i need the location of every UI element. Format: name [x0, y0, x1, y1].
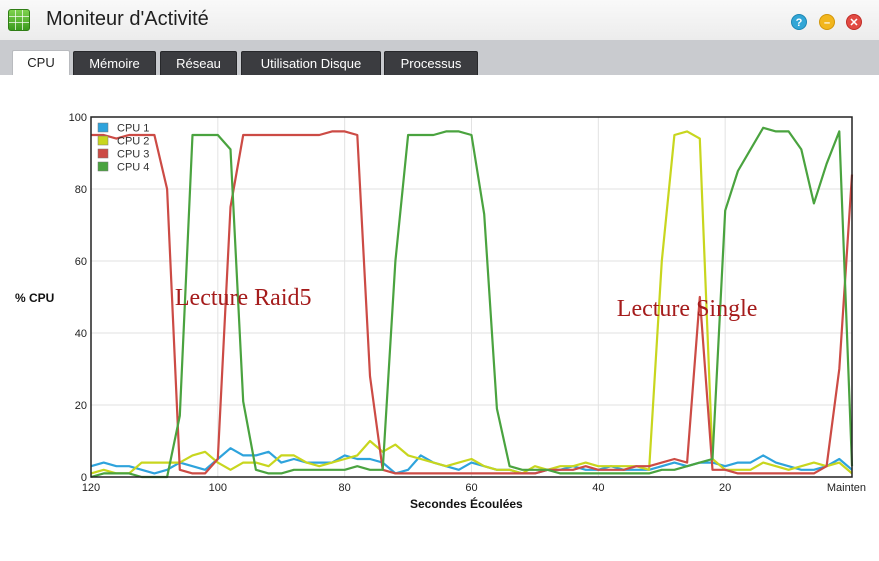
tab-cpu[interactable]: CPU: [12, 50, 70, 75]
legend-swatch-cpu-1: [97, 122, 109, 133]
legend-swatch-cpu-2: [97, 135, 109, 146]
y-tick-label: 60: [75, 256, 87, 268]
chart-annotation-1: Lecture Raid5: [175, 285, 312, 311]
tab-network[interactable]: Réseau: [160, 51, 237, 75]
x-axis-label: Secondes Écoulées: [410, 497, 523, 511]
x-tick-label: 20: [719, 482, 731, 494]
tab-disk-usage[interactable]: Utilisation Disque: [241, 51, 381, 75]
title-bar: Moniteur d'Activité ? – ✕: [0, 0, 879, 40]
legend-label-cpu-2: CPU 2: [117, 136, 149, 148]
x-tick-label: 40: [592, 482, 604, 494]
tab-memory[interactable]: Mémoire: [73, 51, 156, 75]
legend-swatch-cpu-3: [97, 148, 109, 159]
legend-label-cpu-3: CPU 3: [117, 149, 149, 161]
y-axis-label: % CPU: [15, 291, 55, 305]
y-tick-label: 0: [81, 472, 87, 484]
plot-frame: [90, 116, 853, 478]
close-button[interactable]: ✕: [846, 14, 862, 30]
legend-swatch-cpu-4: [97, 161, 109, 172]
y-tick-label: 40: [75, 328, 87, 340]
chart-annotation-2: Lecture Single: [617, 296, 758, 322]
help-button[interactable]: ?: [791, 14, 807, 30]
x-tick-label: 120: [82, 482, 100, 494]
x-tick-label: 60: [465, 482, 477, 494]
x-tick-label: 100: [209, 482, 227, 494]
legend-label-cpu-4: CPU 4: [117, 162, 149, 174]
x-tick-label: 80: [339, 482, 351, 494]
series-line-cpu-4: [90, 126, 854, 479]
tab-bar: CPU Mémoire Réseau Utilisation Disque Pr…: [0, 40, 879, 75]
window-title: Moniteur d'Activité: [46, 8, 209, 30]
y-tick-label: 20: [75, 400, 87, 412]
series-line-cpu-3: [91, 130, 854, 475]
y-tick-label: 100: [69, 112, 87, 124]
x-tick-label: Mainten: [827, 482, 866, 494]
minimize-button[interactable]: –: [819, 14, 835, 30]
legend-label-cpu-1: CPU 1: [117, 123, 149, 135]
activity-monitor-app-icon: [8, 9, 30, 31]
y-tick-label: 80: [75, 184, 87, 196]
tab-processes[interactable]: Processus: [384, 51, 478, 75]
